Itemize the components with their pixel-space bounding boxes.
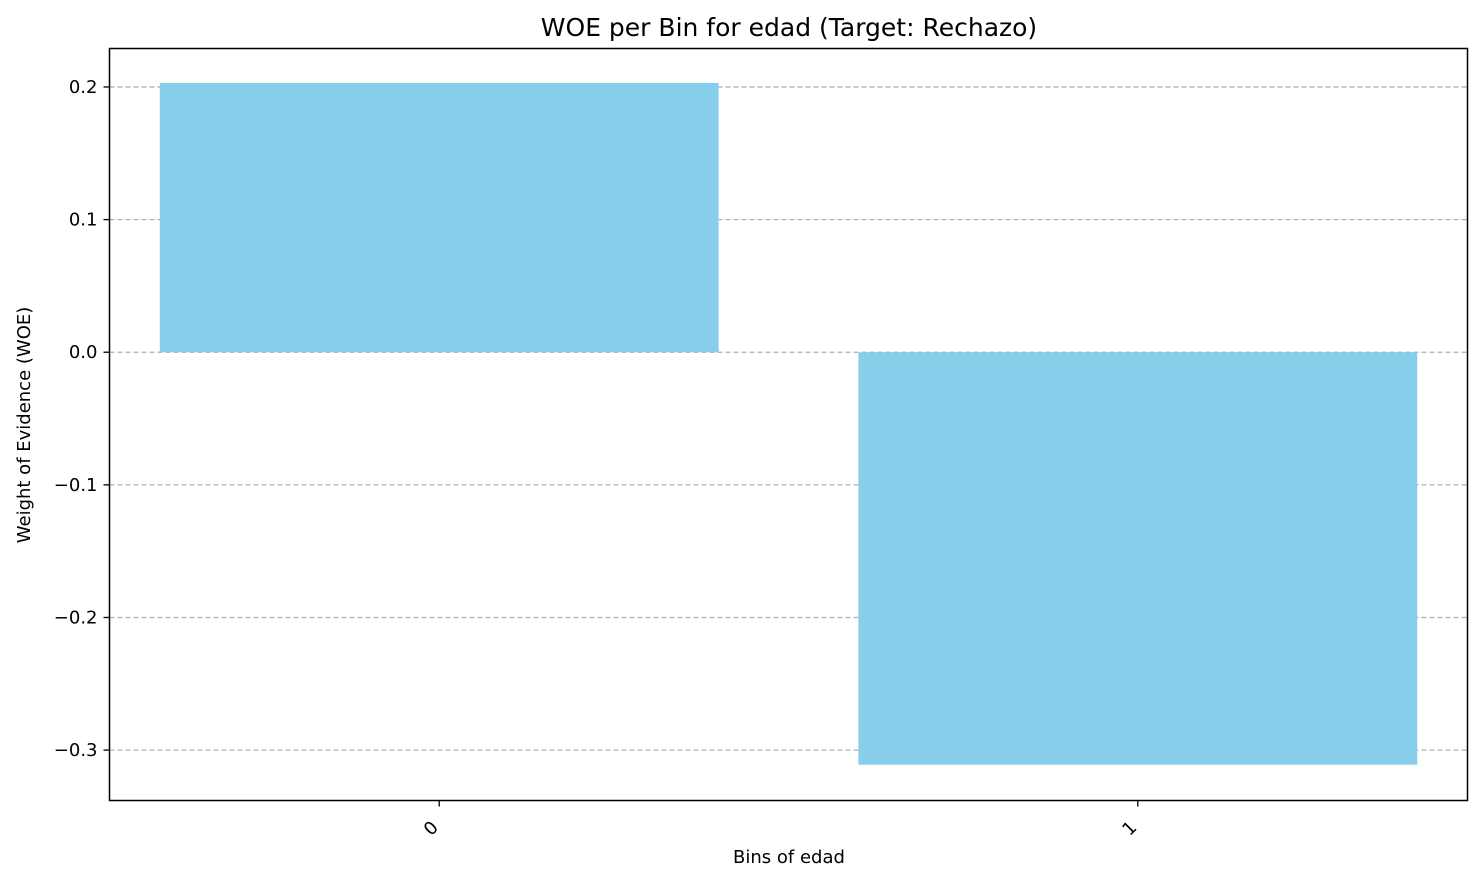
- y-tick-label: −0.2: [54, 607, 98, 628]
- x-tick-label: 0: [420, 817, 443, 840]
- bars: [159, 82, 1418, 765]
- x-axis-label: Bins of edad: [733, 847, 845, 868]
- y-tick-label: 0.1: [69, 210, 98, 231]
- y-axis-label: Weight of Evidence (WOE): [14, 307, 35, 544]
- y-tick-label: 0.0: [69, 342, 98, 363]
- chart-title: WOE per Bin for edad (Target: Rechazo): [541, 13, 1037, 42]
- x-tick-label: 1: [1118, 817, 1141, 840]
- y-axis-ticks: 0.2 0.1 0.0 −0.1 −0.2 −0.3: [54, 77, 110, 761]
- bar-0: [159, 82, 719, 353]
- plot-frame: [108, 47, 1469, 802]
- y-tick-label: −0.1: [54, 475, 98, 496]
- y-tick-label: 0.2: [69, 77, 98, 98]
- bar-1: [858, 352, 1418, 765]
- y-tick-label: −0.3: [54, 740, 98, 761]
